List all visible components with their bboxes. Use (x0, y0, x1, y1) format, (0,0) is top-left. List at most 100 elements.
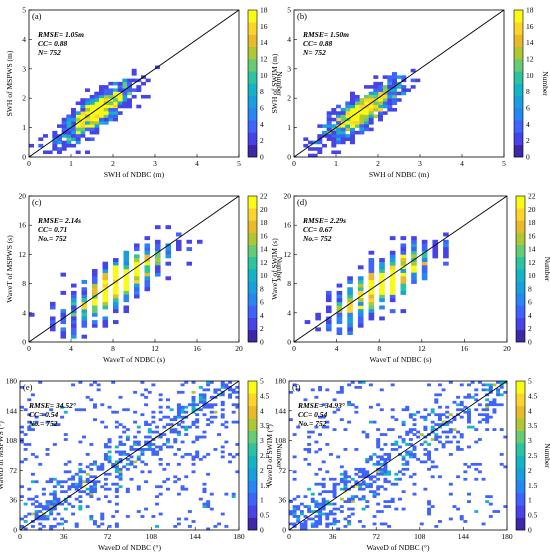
heatmap-cell (345, 101, 351, 106)
heatmap-cell (198, 400, 203, 404)
heatmap-cell (394, 477, 399, 481)
heatmap-cell (331, 140, 337, 145)
heatmap-cell (71, 383, 76, 387)
y-tick-label: 144 (275, 406, 287, 415)
y-axis-label: SWH of MSPWS (m) (5, 50, 14, 116)
heatmap-cell (123, 276, 130, 281)
heatmap-cell (467, 393, 471, 397)
heatmap-cell (144, 247, 151, 252)
heatmap-cell (169, 408, 174, 412)
heatmap-cell (144, 480, 149, 484)
heatmap-cell (467, 500, 471, 503)
heatmap-cell (339, 510, 344, 513)
heatmap-cell (372, 420, 377, 424)
colorbar-segment (516, 251, 525, 255)
heatmap-cell (354, 121, 360, 125)
heatmap-cell (61, 127, 67, 132)
x-tick-label: 5 (502, 159, 506, 168)
heatmap-cell (336, 298, 343, 303)
heatmap-cell (63, 507, 68, 511)
heatmap-cell (100, 512, 105, 516)
colorbar-tick-label: 16 (260, 22, 268, 31)
colorbar-tick-label: 18 (526, 6, 534, 15)
heatmap-cell (134, 247, 140, 252)
heatmap-cell (368, 298, 375, 303)
heatmap-cell (325, 294, 332, 299)
colorbar-segment (248, 152, 257, 155)
heatmap-cell (368, 91, 374, 96)
heatmap-cell (405, 460, 410, 464)
y-tick-label: 2 (22, 94, 26, 103)
heatmap-cell (477, 413, 482, 417)
heatmap-cell (206, 418, 211, 422)
heatmap-cell (155, 445, 159, 449)
heatmap-cell (71, 114, 76, 119)
heatmap-cell (308, 140, 313, 145)
stat-line: CC= 0.88 (303, 39, 333, 48)
heatmap-cell (103, 445, 108, 449)
heatmap-cell (144, 440, 149, 444)
heatmap-cell (34, 505, 39, 508)
heatmap-cell (382, 98, 388, 102)
heatmap-cell (213, 388, 218, 392)
heatmap-cell (38, 517, 43, 521)
colorbar-segment (516, 217, 525, 221)
heatmap-cell (100, 467, 105, 471)
heatmap-cell (158, 405, 163, 409)
heatmap-cell (390, 482, 395, 486)
heatmap-cell (474, 388, 479, 392)
colorbar-segment (516, 455, 525, 459)
heatmap-cell (421, 265, 428, 270)
heatmap-cell (376, 440, 381, 444)
heatmap-cell (155, 425, 159, 429)
heatmap-cell (310, 497, 315, 501)
heatmap-cell (111, 410, 116, 414)
heatmap-cell (430, 460, 435, 464)
heatmap-cell (321, 460, 326, 464)
x-tick-label: 12 (418, 344, 426, 353)
heatmap-cell (114, 470, 119, 474)
heatmap-cell (41, 515, 46, 518)
heatmap-cell (437, 383, 442, 387)
heatmap-cell (30, 480, 35, 484)
heatmap-cell (191, 423, 196, 426)
colorbar-segment (516, 310, 525, 314)
heatmap-cell (74, 522, 79, 526)
heatmap-cell (92, 298, 98, 303)
heatmap-cell (336, 320, 343, 325)
heatmap-cell (321, 502, 326, 506)
heatmap-cell (437, 520, 442, 523)
heatmap-cell (151, 415, 156, 419)
colorbar-segment (248, 312, 257, 316)
heatmap-cell (488, 403, 493, 407)
heatmap-cell (202, 413, 207, 417)
heatmap-cell (379, 408, 384, 412)
heatmap-cell (331, 108, 337, 112)
heatmap-cell (113, 104, 118, 109)
heatmap-cell (129, 448, 134, 451)
heatmap-cell (158, 457, 163, 461)
x-tick-label: 180 (233, 532, 245, 541)
heatmap-cell (350, 381, 355, 384)
colorbar-segment (248, 273, 257, 277)
heatmap-cell (308, 153, 313, 158)
colorbar-segment (514, 68, 523, 72)
heatmap-cell (140, 453, 145, 456)
panel-label: (b) (297, 11, 307, 21)
heatmap-cell (107, 438, 112, 441)
heatmap-cell (376, 492, 381, 496)
x-tick-label: 5 (237, 159, 241, 168)
heatmap-cell (114, 450, 119, 454)
heatmap-cell (427, 450, 431, 454)
heatmap-cell (176, 415, 181, 419)
colorbar-segment (514, 122, 523, 126)
x-tick-label: 36 (329, 532, 337, 541)
colorbar-segment (516, 495, 525, 499)
colorbar-segment (248, 408, 257, 412)
colorbar-segment (516, 230, 525, 233)
colorbar-segment (516, 278, 525, 282)
heatmap-cell (421, 258, 428, 262)
heatmap-cell (166, 487, 170, 491)
heatmap-cell (195, 403, 200, 407)
heatmap-cell (412, 428, 417, 431)
